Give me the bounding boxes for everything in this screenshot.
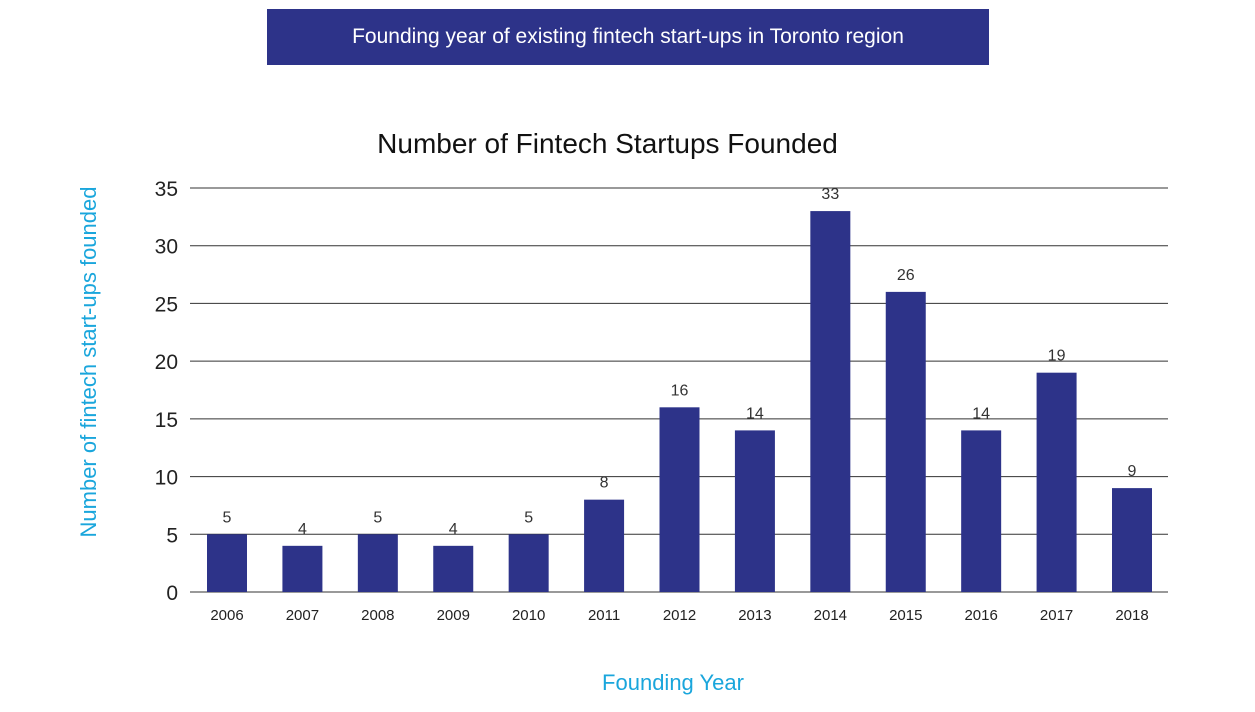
x-tick-label: 2012 — [663, 607, 696, 624]
chart-title: Number of Fintech Startups Founded — [377, 128, 838, 159]
data-label: 16 — [671, 382, 689, 399]
bar — [282, 545, 323, 592]
x-tick-label: 2008 — [361, 607, 394, 624]
y-tick-label: 10 — [155, 467, 178, 490]
bar — [885, 291, 926, 592]
x-tick-label: 2013 — [738, 607, 771, 624]
y-tick-label: 30 — [155, 236, 178, 259]
data-label: 9 — [1128, 463, 1137, 480]
data-label: 8 — [600, 475, 609, 492]
bar — [508, 534, 549, 592]
x-tick-label: 2015 — [889, 607, 922, 624]
data-label: 4 — [449, 521, 458, 538]
x-tick-label: 2006 — [210, 607, 243, 624]
y-tick-label: 5 — [166, 524, 178, 547]
data-label: 26 — [897, 267, 915, 284]
y-tick-label: 35 — [155, 178, 178, 201]
x-tick-label: 2016 — [964, 607, 997, 624]
bar — [357, 534, 398, 592]
y-tick-label: 20 — [155, 351, 178, 374]
data-label: 14 — [972, 405, 990, 422]
x-axis-label: Founding Year — [602, 670, 744, 695]
data-label: 5 — [524, 509, 533, 526]
x-tick-label: 2007 — [286, 607, 319, 624]
data-label: 5 — [223, 509, 232, 526]
data-label: 5 — [373, 509, 382, 526]
x-tick-label: 2011 — [588, 607, 620, 624]
data-label: 14 — [746, 405, 764, 422]
data-label: 33 — [821, 186, 839, 203]
bar — [1036, 372, 1077, 592]
banner-text: Founding year of existing fintech start-… — [352, 25, 904, 48]
y-tick-label: 0 — [166, 582, 178, 605]
bar — [207, 534, 247, 592]
bar — [584, 499, 625, 592]
bar — [433, 545, 474, 592]
x-tick-label: 2009 — [437, 607, 470, 624]
data-label: 4 — [298, 521, 307, 538]
bar — [734, 430, 775, 592]
y-tick-label: 25 — [155, 293, 178, 316]
y-tick-label: 15 — [155, 409, 178, 432]
data-label: 19 — [1048, 348, 1066, 365]
header-banner: Founding year of existing fintech start-… — [267, 9, 989, 65]
bar — [810, 211, 851, 593]
x-tick-label: 2010 — [512, 607, 545, 624]
x-tick-label: 2017 — [1040, 607, 1073, 624]
x-tick-label: 2018 — [1115, 607, 1148, 624]
bar — [659, 407, 700, 592]
bar — [1112, 488, 1152, 592]
bar — [961, 430, 1002, 592]
x-tick-label: 2014 — [814, 607, 847, 624]
